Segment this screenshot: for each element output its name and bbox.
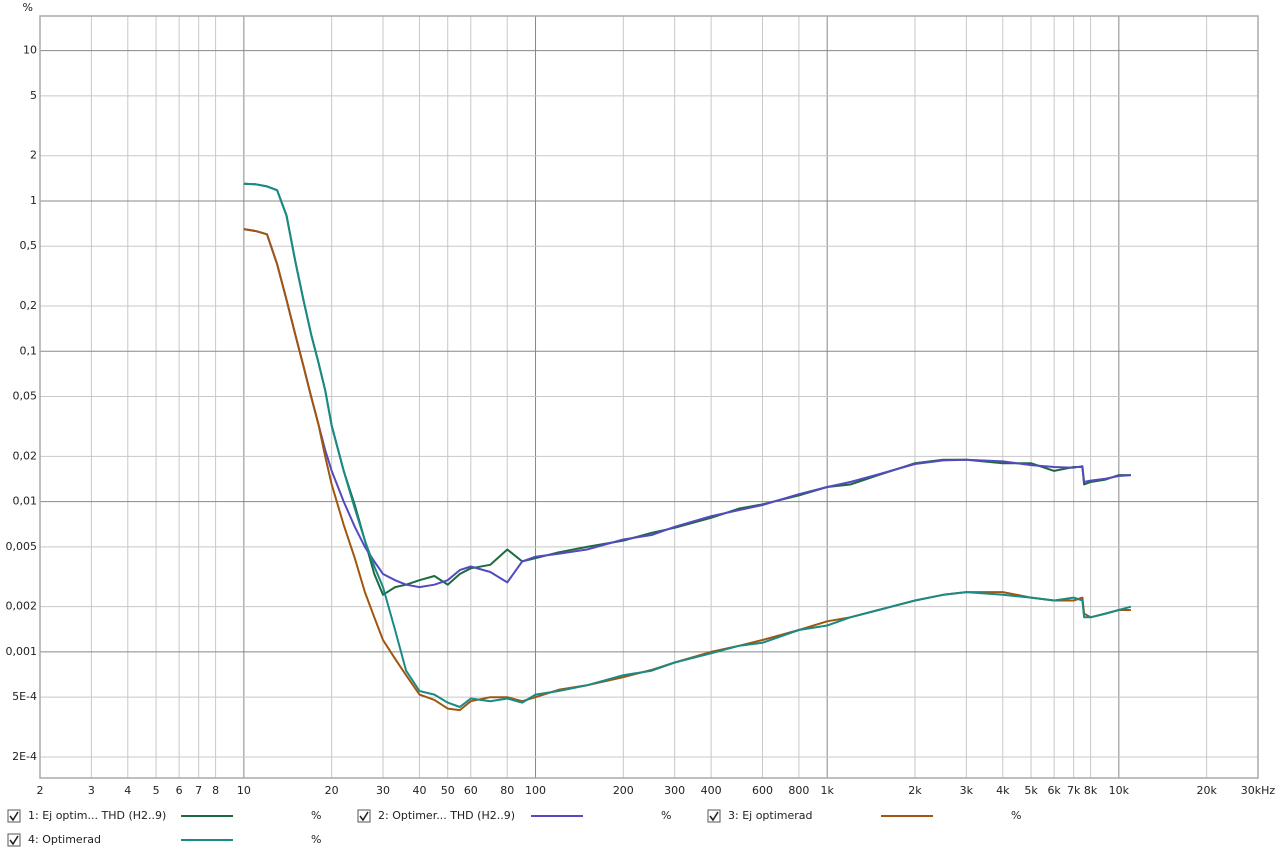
x-tick-label: 3k	[960, 784, 974, 797]
x-tick-label: 2k	[908, 784, 922, 797]
y-tick-label: 1	[30, 194, 37, 207]
legend-item: 2: Optimer... THD (H2..9)%	[357, 809, 671, 823]
x-tick-label: 8	[212, 784, 219, 797]
legend-label: 4: Optimerad	[28, 833, 101, 846]
x-tick-label: 1k	[820, 784, 834, 797]
x-tick-label: 8k	[1084, 784, 1098, 797]
x-tick-label: 5	[153, 784, 160, 797]
x-tick-label: 600	[752, 784, 773, 797]
x-tick-label: 30kHz	[1241, 784, 1276, 797]
grid	[39, 16, 1259, 778]
y-tick-label: 0,05	[13, 390, 38, 403]
y-axis-label: %	[23, 1, 33, 14]
legend-label: 3: Ej optimerad	[728, 809, 813, 822]
legend-checkmark	[9, 811, 19, 822]
y-tick-label: 2E-4	[12, 750, 37, 763]
legend-checkmark	[709, 811, 719, 822]
x-tick-label: 3	[88, 784, 95, 797]
x-tick-label: 5k	[1024, 784, 1038, 797]
x-tick-label: 7k	[1067, 784, 1081, 797]
x-tick-label: 400	[701, 784, 722, 797]
series-line	[243, 182, 1132, 708]
legend-unit: %	[1011, 809, 1021, 822]
legend-unit: %	[311, 809, 321, 822]
x-tick-label: 50	[441, 784, 455, 797]
y-tick-label: 0,002	[6, 600, 38, 613]
y-tick-label: 2	[30, 149, 37, 162]
y-tick-label: 0,005	[6, 540, 38, 553]
y-tick-label: 0,5	[20, 239, 38, 252]
legend-checkbox	[7, 833, 21, 847]
y-tick-label: 5E-4	[12, 690, 37, 703]
x-tick-label: 2	[37, 784, 44, 797]
x-tick-label: 7	[195, 784, 202, 797]
x-tick-label: 200	[613, 784, 634, 797]
y-tick-label: 10	[23, 44, 37, 57]
x-tick-label: 40	[412, 784, 426, 797]
x-tick-label: 6	[176, 784, 183, 797]
x-tick-label: 10	[237, 784, 251, 797]
plot	[243, 182, 1132, 712]
x-tick-label: 100	[525, 784, 546, 797]
legend-unit: %	[311, 833, 321, 846]
legend-checkbox	[357, 809, 371, 823]
legend-item: 1: Ej optim... THD (H2..9)%	[7, 809, 321, 823]
legend-checkmark	[9, 835, 19, 846]
y-tick-label: 0,01	[13, 495, 38, 508]
legend-unit: %	[661, 809, 671, 822]
legend: 1: Ej optim... THD (H2..9)% 2: Optimer...…	[7, 809, 1021, 847]
legend-checkmark	[359, 811, 369, 822]
y-tick-label: 0,02	[13, 449, 38, 462]
y-tick-label: 0,1	[20, 344, 38, 357]
x-tick-label: 80	[500, 784, 514, 797]
legend-label: 1: Ej optim... THD (H2..9)	[28, 809, 166, 822]
x-tick-label: 800	[788, 784, 809, 797]
x-tick-label: 60	[464, 784, 478, 797]
legend-item: 3: Ej optimerad%	[707, 809, 1021, 823]
plot-frame	[39, 15, 1259, 779]
x-tick-label: 4	[124, 784, 131, 797]
legend-item: 4: Optimerad%	[7, 833, 321, 847]
x-tick-label: 4k	[996, 784, 1010, 797]
legend-checkbox	[707, 809, 721, 823]
y-tick-label: 5	[30, 89, 37, 102]
x-tick-label: 300	[664, 784, 685, 797]
legend-checkbox	[7, 809, 21, 823]
x-tick-label: 30	[376, 784, 390, 797]
y-tick-label: 0,2	[20, 299, 38, 312]
x-tick-label: 20k	[1196, 784, 1217, 797]
legend-label: 2: Optimer... THD (H2..9)	[378, 809, 515, 822]
x-tick-label: 20	[325, 784, 339, 797]
y-tick-label: 0,001	[6, 645, 38, 658]
x-tick-label: 10k	[1109, 784, 1130, 797]
x-tick-label: 6k	[1047, 784, 1061, 797]
